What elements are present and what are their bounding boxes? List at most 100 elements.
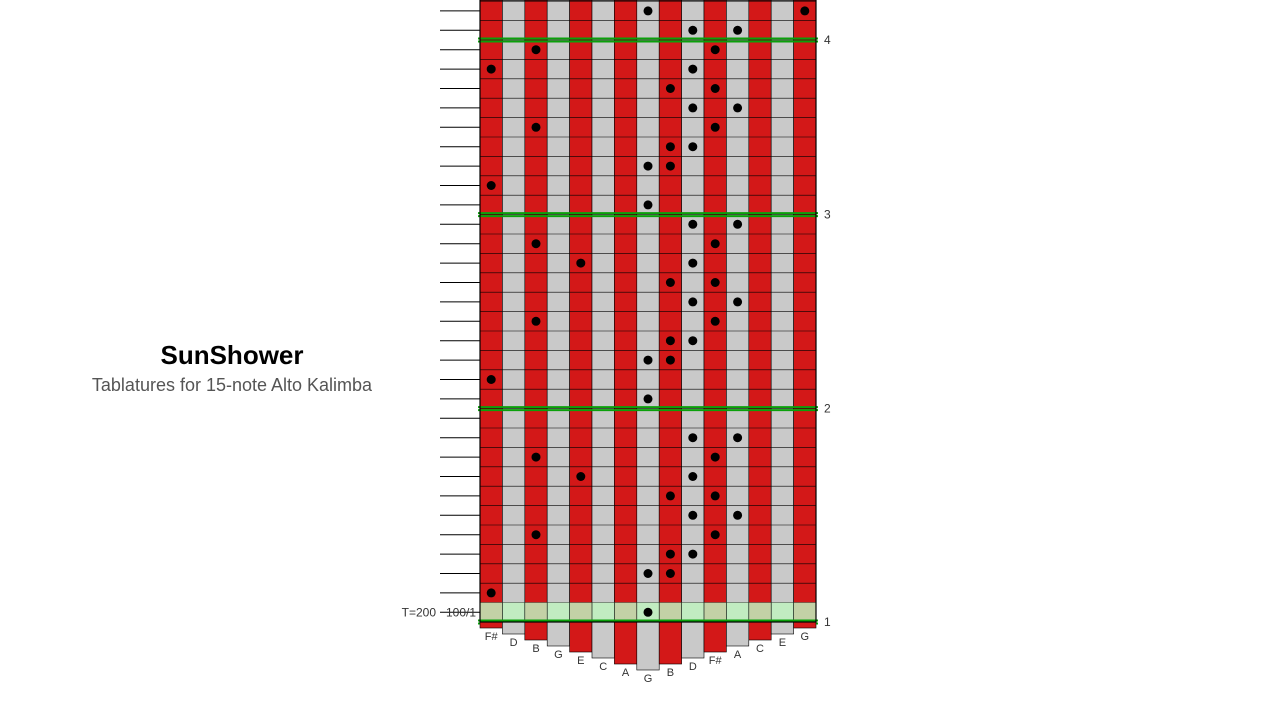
tine-label: G	[644, 673, 653, 685]
tine-label: A	[622, 667, 630, 679]
measure-number: 2	[824, 402, 831, 416]
note-dot	[688, 259, 697, 268]
tine-column	[659, 0, 681, 622]
tine-column	[682, 0, 704, 622]
tine-column	[570, 0, 592, 622]
note-dot	[644, 200, 653, 209]
tine-tip	[726, 622, 748, 646]
note-dot	[644, 356, 653, 365]
note-dot	[666, 84, 675, 93]
tine-labels: F#DBGECAGBDF#ACEG	[480, 622, 816, 685]
note-dot	[644, 6, 653, 15]
note-dot	[532, 45, 541, 54]
tine-tip	[614, 622, 636, 664]
note-dot	[688, 511, 697, 520]
note-dot	[711, 278, 720, 287]
note-dot	[532, 453, 541, 462]
tine-column	[794, 0, 816, 622]
note-dot	[666, 356, 675, 365]
note-dot	[532, 123, 541, 132]
note-dot	[666, 278, 675, 287]
tine-tip	[570, 622, 592, 652]
tine-tip	[592, 622, 614, 658]
note-dot	[733, 433, 742, 442]
note-dot	[666, 491, 675, 500]
note-dot	[576, 472, 585, 481]
tine-column	[614, 0, 636, 622]
note-dot	[711, 317, 720, 326]
tine-label: C	[599, 661, 607, 673]
note-dot	[733, 511, 742, 520]
note-dot	[688, 550, 697, 559]
note-dot	[487, 65, 496, 74]
note-dot	[711, 453, 720, 462]
note-dot	[644, 608, 653, 617]
note-dot	[711, 45, 720, 54]
note-dot	[666, 162, 675, 171]
tine-tip	[704, 622, 726, 652]
tine-column	[704, 0, 726, 622]
note-dot	[688, 472, 697, 481]
note-dot	[688, 65, 697, 74]
note-dot	[688, 103, 697, 112]
tine-tip	[525, 622, 547, 640]
note-dot	[688, 297, 697, 306]
tine-tip	[682, 622, 704, 658]
note-dot	[711, 491, 720, 500]
tine-column	[502, 0, 524, 622]
note-dot	[532, 239, 541, 248]
tine-tip	[547, 622, 569, 646]
tine-tip	[794, 622, 816, 628]
left-ticks	[440, 11, 480, 612]
note-dot	[711, 84, 720, 93]
tine-column	[771, 0, 793, 622]
tine-tip	[637, 622, 659, 670]
tine-column	[547, 0, 569, 622]
note-dot	[688, 142, 697, 151]
note-dot	[711, 123, 720, 132]
note-dot	[733, 103, 742, 112]
note-dot	[532, 530, 541, 539]
tine-column	[726, 0, 748, 622]
tine-label: D	[510, 637, 518, 649]
tine-label: E	[577, 655, 584, 667]
note-dot	[487, 181, 496, 190]
note-dot	[800, 6, 809, 15]
tine-tip	[749, 622, 771, 640]
tine-label: G	[554, 649, 563, 661]
note-dot	[711, 530, 720, 539]
note-dot	[487, 588, 496, 597]
measure-number: 4	[824, 33, 831, 47]
tine-label: B	[532, 643, 539, 655]
note-dot	[644, 162, 653, 171]
tine-label: F#	[709, 655, 723, 667]
note-dot	[532, 317, 541, 326]
kalimba-tablature: 1234F#DBGECAGBDF#ACEGT=200100/1	[0, 0, 1280, 720]
note-dot	[688, 26, 697, 35]
note-dot	[733, 220, 742, 229]
tine-column	[749, 0, 771, 622]
note-dot	[576, 259, 585, 268]
tine-label: A	[734, 649, 742, 661]
note-dot	[666, 550, 675, 559]
note-dot	[666, 336, 675, 345]
tine-tip	[480, 622, 502, 628]
tine-column	[637, 0, 659, 622]
note-dot	[644, 394, 653, 403]
note-dot	[688, 433, 697, 442]
tine-label: D	[689, 661, 697, 673]
tine-label: F#	[485, 631, 499, 643]
tine-column	[592, 0, 614, 622]
tine-label: B	[667, 667, 674, 679]
note-dot	[487, 375, 496, 384]
note-dot	[688, 336, 697, 345]
tine-label: C	[756, 643, 764, 655]
note-dot	[733, 297, 742, 306]
note-dot	[666, 142, 675, 151]
note-dot	[711, 239, 720, 248]
tine-tip	[502, 622, 524, 634]
tine-tip	[771, 622, 793, 634]
note-dot	[688, 220, 697, 229]
tine-column	[525, 0, 547, 622]
tine-tip	[659, 622, 681, 664]
